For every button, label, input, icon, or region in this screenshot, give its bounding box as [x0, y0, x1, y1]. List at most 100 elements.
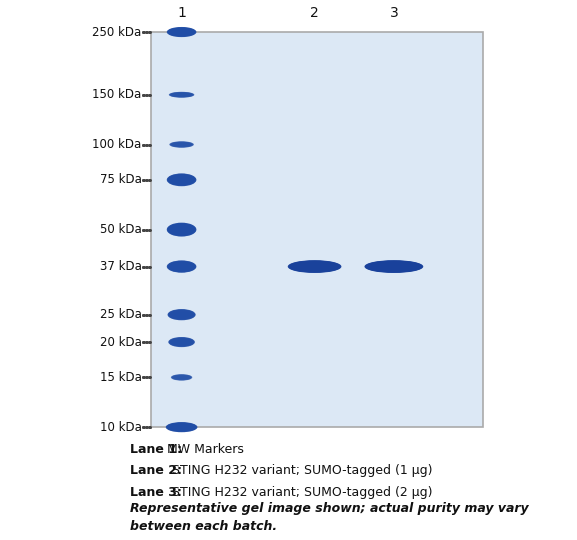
Ellipse shape	[291, 263, 338, 271]
Text: 100 kDa: 100 kDa	[92, 138, 142, 151]
Ellipse shape	[174, 376, 189, 379]
Text: STING H232 variant; SUMO-tagged (1 μg): STING H232 variant; SUMO-tagged (1 μg)	[164, 464, 433, 477]
Ellipse shape	[170, 92, 193, 97]
Ellipse shape	[290, 262, 339, 271]
Ellipse shape	[167, 222, 196, 237]
Ellipse shape	[167, 423, 196, 431]
Text: STING H232 variant; SUMO-tagged (2 μg): STING H232 variant; SUMO-tagged (2 μg)	[164, 486, 433, 499]
Text: 10 kDa: 10 kDa	[100, 421, 142, 434]
Text: 3: 3	[389, 6, 398, 21]
Ellipse shape	[168, 174, 195, 185]
Ellipse shape	[173, 143, 190, 146]
Ellipse shape	[170, 29, 193, 35]
Ellipse shape	[167, 27, 196, 37]
Ellipse shape	[174, 376, 190, 379]
Ellipse shape	[170, 141, 193, 147]
Ellipse shape	[167, 309, 196, 320]
Ellipse shape	[290, 262, 339, 271]
Ellipse shape	[289, 261, 340, 272]
Ellipse shape	[171, 339, 192, 345]
Ellipse shape	[170, 142, 193, 147]
Ellipse shape	[173, 375, 190, 379]
Text: Representative gel image shown; actual purity may vary
between each batch.: Representative gel image shown; actual p…	[130, 502, 529, 533]
Text: 1: 1	[177, 6, 186, 21]
Ellipse shape	[170, 310, 193, 319]
Ellipse shape	[170, 225, 194, 234]
Ellipse shape	[173, 143, 191, 146]
Ellipse shape	[370, 264, 418, 269]
Ellipse shape	[170, 226, 193, 233]
Ellipse shape	[171, 142, 192, 147]
Ellipse shape	[170, 338, 194, 346]
Ellipse shape	[170, 339, 193, 346]
Ellipse shape	[173, 375, 190, 380]
Text: 15 kDa: 15 kDa	[100, 371, 142, 384]
Ellipse shape	[168, 337, 195, 347]
Ellipse shape	[169, 92, 194, 98]
Text: MW Markers: MW Markers	[163, 443, 243, 456]
Ellipse shape	[171, 374, 192, 380]
Ellipse shape	[170, 425, 193, 430]
Text: 2: 2	[310, 6, 319, 21]
Ellipse shape	[168, 338, 194, 347]
Ellipse shape	[172, 93, 191, 96]
Ellipse shape	[167, 261, 196, 272]
Ellipse shape	[167, 27, 196, 37]
Ellipse shape	[171, 93, 192, 97]
Text: 37 kDa: 37 kDa	[100, 260, 142, 273]
Ellipse shape	[171, 312, 192, 318]
Text: Lane 3:: Lane 3:	[130, 486, 182, 499]
Ellipse shape	[168, 224, 196, 236]
Ellipse shape	[172, 143, 191, 146]
Text: Lane 1:: Lane 1:	[130, 443, 182, 456]
Ellipse shape	[170, 29, 193, 35]
Ellipse shape	[171, 93, 192, 97]
Ellipse shape	[171, 142, 192, 147]
Ellipse shape	[169, 29, 194, 36]
Ellipse shape	[166, 422, 197, 432]
Ellipse shape	[167, 173, 196, 186]
Ellipse shape	[168, 261, 196, 272]
Ellipse shape	[172, 375, 192, 380]
Ellipse shape	[168, 174, 196, 186]
Ellipse shape	[171, 339, 192, 345]
Ellipse shape	[288, 260, 341, 273]
Ellipse shape	[168, 28, 194, 36]
Ellipse shape	[169, 92, 194, 98]
Ellipse shape	[366, 261, 421, 272]
Ellipse shape	[168, 423, 196, 431]
Ellipse shape	[172, 340, 191, 345]
Ellipse shape	[168, 262, 194, 271]
Ellipse shape	[368, 263, 419, 271]
Ellipse shape	[171, 30, 192, 35]
Ellipse shape	[169, 225, 194, 234]
Ellipse shape	[171, 264, 192, 269]
Ellipse shape	[293, 264, 336, 269]
Ellipse shape	[368, 262, 421, 271]
Ellipse shape	[171, 312, 192, 318]
Ellipse shape	[170, 92, 193, 97]
Ellipse shape	[291, 262, 338, 271]
Ellipse shape	[170, 141, 193, 147]
Ellipse shape	[169, 141, 194, 148]
Ellipse shape	[170, 29, 194, 35]
Ellipse shape	[368, 262, 420, 271]
Ellipse shape	[365, 260, 424, 273]
Text: 50 kDa: 50 kDa	[100, 223, 142, 236]
Bar	[151, 32, 484, 427]
Ellipse shape	[171, 226, 192, 233]
Ellipse shape	[168, 224, 195, 235]
Ellipse shape	[369, 263, 419, 270]
Text: 75 kDa: 75 kDa	[100, 173, 142, 186]
Ellipse shape	[171, 143, 192, 146]
Ellipse shape	[170, 176, 194, 184]
Ellipse shape	[365, 261, 422, 272]
Ellipse shape	[171, 93, 192, 97]
Text: Lane 2:: Lane 2:	[130, 464, 182, 477]
Ellipse shape	[168, 28, 195, 36]
Ellipse shape	[292, 264, 337, 269]
Ellipse shape	[169, 310, 194, 319]
Ellipse shape	[168, 423, 195, 431]
Ellipse shape	[288, 260, 342, 273]
Ellipse shape	[168, 224, 194, 235]
